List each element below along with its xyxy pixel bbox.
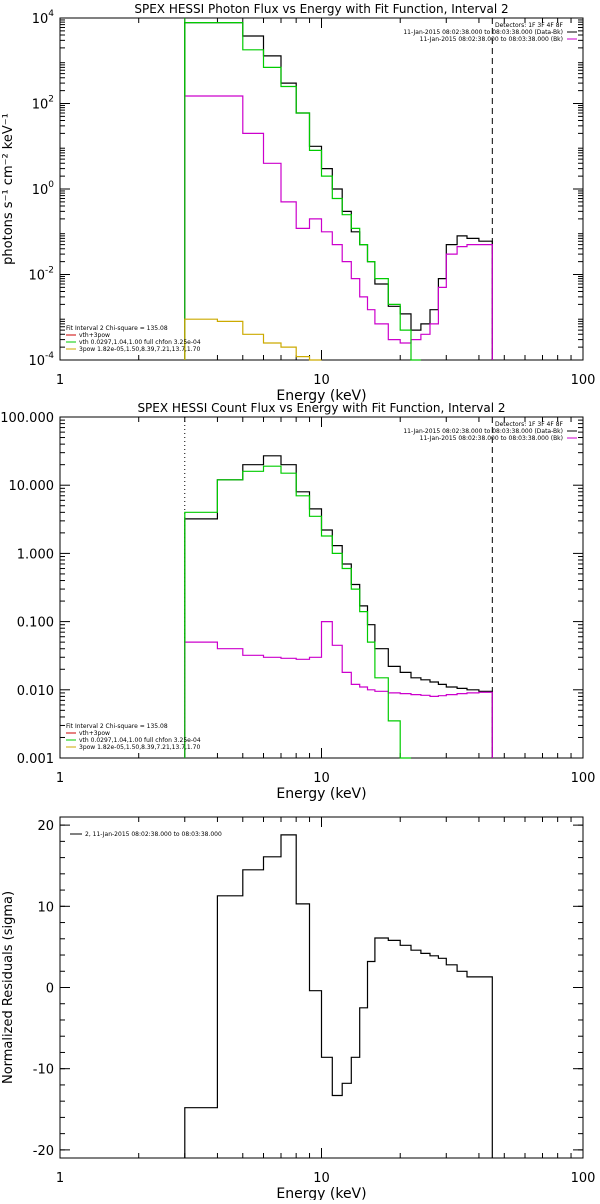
y-tick-label: 0.001 (17, 752, 54, 767)
y-tick-label: -10 (33, 1063, 54, 1078)
y-tick-label: 1.000 (17, 547, 54, 562)
y-tick-label: 10-2 (28, 266, 54, 284)
y-tick-label: -20 (33, 1144, 54, 1159)
y-tick-label: 100 (32, 180, 55, 198)
x-tick-label: 100 (571, 1171, 596, 1186)
legend-topright-text: Detectors: 1F 3F 4F 8F (495, 421, 564, 428)
legend-bottomleft-text: vth 0.0297,1.04,1.00 full chfon 3.25e-04 (79, 737, 201, 744)
x-tick-label: 1 (56, 1171, 64, 1186)
y-tick-label: 10 (37, 900, 54, 915)
legend-topright-text: 11-Jan-2015 08:02:38.000 to 08:03:38.000… (420, 36, 563, 43)
y-tick-label: 10.000 (9, 479, 55, 494)
series-bk (184, 621, 493, 758)
legend-topright-text: 11-Jan-2015 08:02:38.000 to 08:03:38.000… (420, 435, 563, 442)
legend-bottomleft-text: 3pow 1.82e-05,1.50,8.39,7.21,13.7,1.70 (79, 346, 200, 353)
x-tick-label: 10 (313, 373, 330, 388)
plot-frame (59, 17, 584, 361)
legend-topleft-text: 2, 11-Jan-2015 08:02:38.000 to 08:03:38.… (85, 831, 222, 838)
y-tick-label: 0.010 (17, 684, 54, 699)
series-3pow (184, 318, 322, 361)
legend-topright-text: 11-Jan-2015 08:02:38.000 to 08:03:38.000… (403, 428, 563, 435)
y-tick-label: 100.000 (0, 411, 54, 426)
y-tick-label: 0.100 (17, 616, 54, 631)
x-axis-label: Energy (keV) (276, 388, 366, 404)
x-tick-label: 100 (571, 771, 596, 786)
chart-panel-1: SPEX HESSI Photon Flux vs Energy with Fi… (1, 2, 595, 404)
y-axis-label: Normalized Residuals (sigma) (1, 891, 16, 1084)
plot-frame (59, 416, 584, 759)
series-vth-3pow (184, 465, 411, 759)
y-tick-label: 102 (32, 95, 54, 113)
legend-bottomleft-text: Fit Interval 2 Chi-square = 135.08 (66, 325, 168, 332)
legend-bottomleft-text: 3pow 1.82e-05,1.50,8.39,7.21,13.7,1.70 (79, 744, 200, 751)
x-tick-label: 1 (56, 771, 64, 786)
y-tick-label: 20 (37, 819, 54, 834)
x-tick-label: 100 (571, 373, 596, 388)
y-tick-label: 0 (46, 982, 54, 997)
legend-topright-text: Detectors: 1F 3F 4F 8F (495, 22, 564, 29)
legend-bottomleft-text: Fit Interval 2 Chi-square = 135.08 (66, 723, 168, 730)
y-axis-label: photons s⁻¹ cm⁻² keV⁻¹ (1, 113, 16, 265)
series-bk (184, 95, 493, 360)
series-residuals (184, 834, 493, 1158)
legend-topright-text: 11-Jan-2015 08:02:38.000 to 08:03:38.000… (403, 29, 563, 36)
chart-title: SPEX HESSI Count Flux vs Energy with Fit… (137, 401, 505, 415)
x-tick-label: 10 (313, 1171, 330, 1186)
legend-bottomleft-text: vth+3pow (79, 332, 110, 339)
series-data-bk (184, 455, 493, 758)
x-axis-label: Energy (keV) (276, 1186, 366, 1200)
chart-title: SPEX HESSI Photon Flux vs Energy with Fi… (134, 2, 508, 16)
legend-bottomleft-text: vth 0.0297,1.04,1.00 full chfon 3.25e-04 (79, 339, 201, 346)
x-tick-label: 10 (313, 771, 330, 786)
series-data-bk (184, 22, 493, 360)
chart-panel-2: SPEX HESSI Count Flux vs Energy with Fit… (0, 401, 595, 802)
legend-bottomleft-text: vth+3pow (79, 730, 110, 737)
y-tick-label: 10-4 (28, 351, 54, 369)
x-axis-label: Energy (keV) (276, 786, 366, 802)
plot-frame (59, 816, 584, 1159)
series-vth-3pow (184, 22, 421, 361)
x-tick-label: 1 (56, 373, 64, 388)
y-tick-label: 104 (32, 9, 55, 27)
